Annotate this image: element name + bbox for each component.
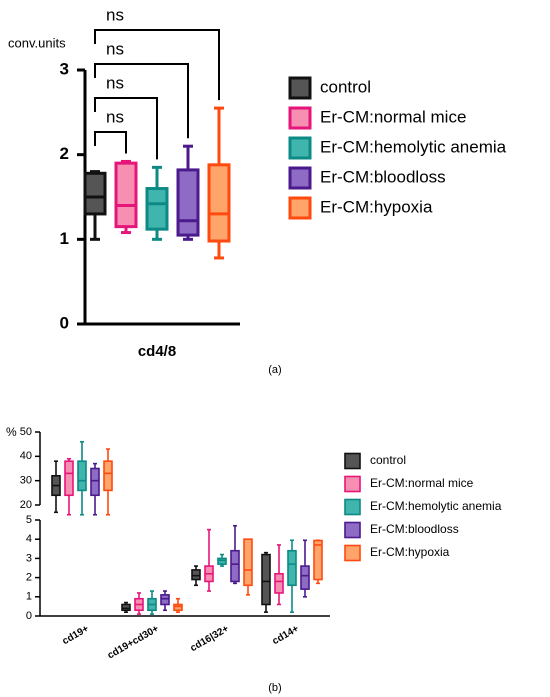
box <box>103 460 113 492</box>
box <box>160 594 170 606</box>
significance-bracket <box>94 63 189 139</box>
legend-swatch <box>344 452 361 470</box>
box <box>77 460 87 492</box>
y-tick-label: 2 <box>26 572 32 584</box>
legend-swatch <box>288 166 312 190</box>
legend-label: Er-CM:bloodloss <box>370 522 459 536</box>
significance-bracket <box>94 97 158 160</box>
y-tick-label: 0 <box>26 610 32 622</box>
legend-label: control <box>320 77 371 96</box>
box <box>274 572 284 594</box>
box <box>217 557 227 565</box>
box <box>300 565 310 590</box>
box <box>287 549 297 587</box>
significance-label: ns <box>106 39 124 58</box>
y-axis-label: conv.units <box>8 35 66 50</box>
legend-swatch <box>288 106 312 130</box>
y-tick-label: 40 <box>20 450 32 462</box>
y-tick-label: 3 <box>60 59 69 78</box>
x-tick-label: cd16|32+ <box>188 623 230 654</box>
legend-label: Er-CM:hypoxia <box>320 197 433 216</box>
box <box>243 538 253 587</box>
legend-swatch <box>288 76 312 100</box>
significance-bracket <box>94 29 220 101</box>
box <box>261 553 271 606</box>
y-tick-label: 2 <box>60 144 69 163</box>
significance-bracket <box>94 131 127 154</box>
legend-swatch <box>344 498 361 516</box>
significance-label: ns <box>106 73 124 92</box>
y-tick-label: 5 <box>26 514 32 526</box>
y-tick-label: 30 <box>20 475 32 487</box>
box <box>114 161 138 229</box>
box <box>313 539 323 581</box>
significance-label: ns <box>106 5 124 24</box>
legend-label: Er-CM:normal mice <box>320 107 466 126</box>
y-tick-label: 0 <box>60 313 69 332</box>
y-tick-label: 1 <box>26 591 32 603</box>
y-tick-label: 1 <box>60 229 69 248</box>
legend-label: Er-CM:hemolytic anemia <box>370 499 502 513</box>
legend-swatch <box>344 544 361 562</box>
box <box>145 187 169 231</box>
x-tick-label: cd4/8 <box>138 343 176 360</box>
box <box>121 603 131 612</box>
box <box>230 549 240 583</box>
box <box>83 171 107 216</box>
x-tick-label: cd19+ <box>61 623 91 647</box>
legend-label: Er-CM:bloodloss <box>320 167 446 186</box>
legend-swatch <box>344 475 361 493</box>
box <box>207 163 231 243</box>
legend-swatch <box>288 136 312 160</box>
caption: (a) <box>268 364 281 376</box>
legend-swatch <box>344 521 361 539</box>
box <box>176 168 200 237</box>
significance-label: ns <box>106 107 124 126</box>
box <box>90 467 100 497</box>
legend-swatch <box>288 196 312 220</box>
caption: (b) <box>268 682 281 694</box>
legend-label: Er-CM:normal mice <box>370 476 474 490</box>
x-tick-label: cd19+cd30+ <box>106 623 161 661</box>
box <box>191 569 201 581</box>
y-tick-label: 4 <box>26 533 32 545</box>
legend-label: control <box>370 453 406 467</box>
y-tick-label: 50 <box>20 426 32 438</box>
x-tick-label: cd14+ <box>271 623 301 647</box>
legend-label: Er-CM:hypoxia <box>370 545 450 559</box>
y-tick-label: 3 <box>26 552 32 564</box>
box <box>173 603 183 612</box>
box <box>64 460 74 497</box>
y-tick-label: 20 <box>20 499 32 511</box>
y-axis-label: % <box>6 425 17 439</box>
legend-label: Er-CM:hemolytic anemia <box>320 137 507 156</box>
